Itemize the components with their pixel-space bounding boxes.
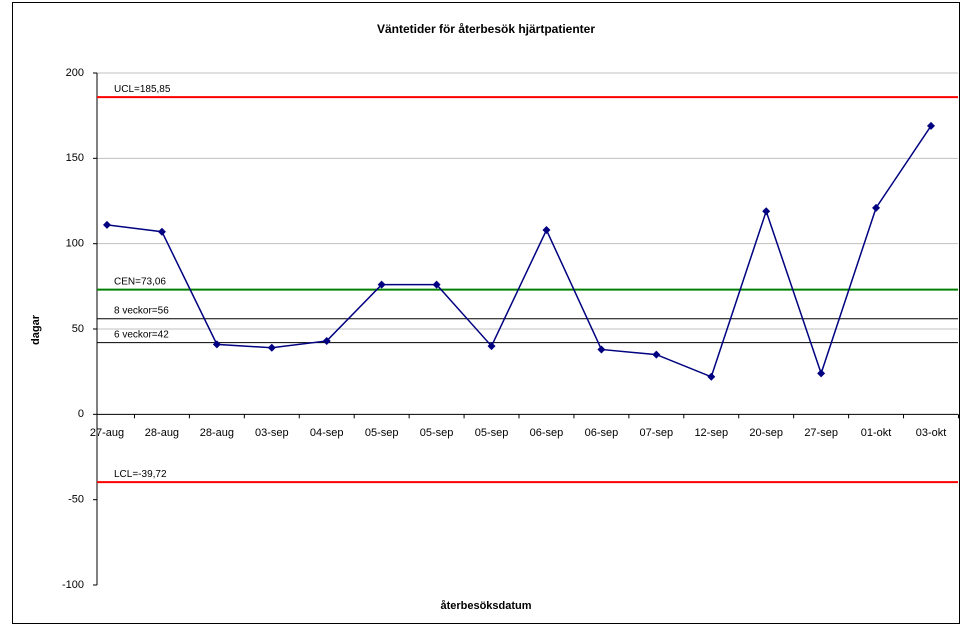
reference-label: CEN=73,06 (114, 276, 166, 287)
data-point (487, 342, 496, 351)
reference-label: 6 veckor=42 (114, 329, 169, 340)
data-point (542, 226, 551, 235)
y-tick-label: -100 (62, 579, 84, 591)
x-tick-label: 28-aug (200, 427, 234, 439)
x-tick-label: 05-sep (365, 427, 399, 439)
x-tick-label: 20-sep (749, 427, 783, 439)
y-tick-label: 100 (66, 238, 84, 250)
x-tick-label: 03-okt (916, 427, 947, 439)
x-tick-label: 27-aug (90, 427, 124, 439)
reference-label: UCL=185,85 (114, 84, 171, 95)
x-tick-label: 07-sep (640, 427, 674, 439)
x-tick-label: 12-sep (694, 427, 728, 439)
data-point (817, 369, 826, 378)
data-point (267, 343, 276, 352)
data-point (707, 372, 716, 381)
x-tick-label: 05-sep (475, 427, 509, 439)
x-tick-label: 05-sep (420, 427, 454, 439)
data-point (872, 203, 881, 212)
data-point (762, 207, 771, 216)
x-tick-label: 04-sep (310, 427, 344, 439)
reference-label: 8 veckor=56 (114, 305, 169, 316)
x-tick-label: 06-sep (530, 427, 564, 439)
series-line (106, 125, 932, 378)
x-tick-label: 03-sep (255, 427, 289, 439)
x-tick-label: 27-sep (804, 427, 838, 439)
x-tick-label: 06-sep (585, 427, 619, 439)
y-tick-label: 50 (72, 323, 84, 335)
data-point (432, 280, 441, 289)
data-point (157, 227, 166, 236)
y-tick-label: 150 (66, 152, 84, 164)
reference-label: LCL=-39,72 (114, 469, 167, 480)
data-point (322, 336, 331, 345)
y-tick-label: 0 (78, 408, 84, 420)
x-tick-label: 28-aug (145, 427, 179, 439)
data-point (652, 350, 661, 359)
x-tick-label: 01-okt (861, 427, 892, 439)
data-point (377, 280, 386, 289)
data-point (212, 340, 221, 349)
y-axis-label: dagar (30, 314, 42, 345)
y-tick-label: -50 (68, 494, 84, 506)
x-axis-label: återbesöksdatum (440, 600, 531, 612)
data-point (103, 220, 111, 229)
chart-title: Väntetider för återbesök hjärtpatienter (377, 22, 595, 36)
data-point (927, 121, 935, 130)
y-tick-label: 200 (66, 67, 84, 79)
data-point (597, 345, 606, 354)
chart-frame (12, 2, 960, 624)
